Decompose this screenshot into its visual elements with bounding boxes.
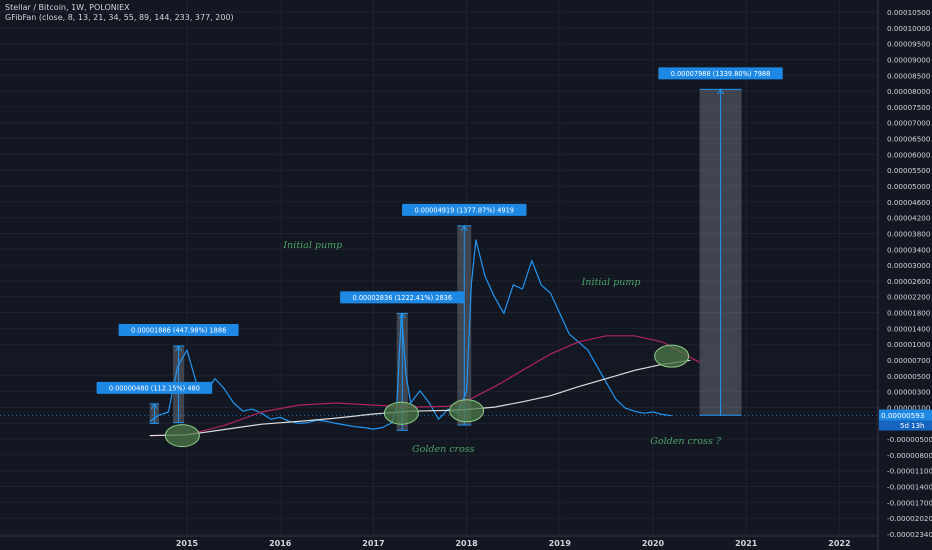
y-tick-label: 0.00003000 xyxy=(887,261,931,270)
y-tick-label: 0.00005000 xyxy=(887,182,931,191)
x-tick-label: 2019 xyxy=(549,539,572,548)
y-tick-label: 0.00001000 xyxy=(887,340,931,349)
annotation-text: Initial pump xyxy=(581,277,641,288)
y-tick-label: -0.00000800 xyxy=(887,451,932,460)
y-tick-label: 0.00001400 xyxy=(887,324,931,333)
y-tick-label: 0.00002200 xyxy=(887,293,931,302)
measure-arrowhead xyxy=(398,312,406,319)
y-tick-label: 0.00000700 xyxy=(887,356,931,365)
annotation-text: Golden cross ? xyxy=(650,436,722,447)
x-tick-label: 2017 xyxy=(362,539,384,548)
measure-label-bg xyxy=(96,381,213,394)
y-tick-label: -0.00001700 xyxy=(887,498,932,507)
y-tick-label: 0.00000300 xyxy=(887,388,931,397)
x-tick-label: 2020 xyxy=(642,539,665,548)
measure-arrowhead xyxy=(150,402,158,410)
annotations: Initial pump Initial pump Golden cross Gold… xyxy=(282,240,721,455)
cross-circles xyxy=(164,344,690,448)
measure-label-bg xyxy=(340,291,465,304)
y-tick-label: 0.00003800 xyxy=(887,229,931,238)
y-tick-label: 0.00010500 xyxy=(887,8,931,17)
measure-label: 0.00000480 (112.15%) 480 xyxy=(109,385,200,393)
current-price-tag xyxy=(879,409,932,421)
measure-label: 0.00004919 (1377.87%) 4919 xyxy=(415,207,515,215)
measure-labels: 0.00000480 (112.15%) 480 0.00001886 (447.… xyxy=(96,67,783,394)
measure-label-bg xyxy=(118,324,239,337)
y-tick-label: 0.00004200 xyxy=(887,214,931,223)
countdown-label: 5d 13h xyxy=(900,422,924,430)
x-tick-label: 2016 xyxy=(269,539,292,548)
x-tick-label: 2022 xyxy=(828,539,850,548)
y-tick-label: 0.00007500 xyxy=(887,103,931,112)
y-tick-label: 0.00000500 xyxy=(887,372,931,381)
measure-arrowhead xyxy=(175,345,183,352)
y-tick-label: 0.00004600 xyxy=(887,198,931,207)
y-tick-label: 0.00009000 xyxy=(887,55,931,64)
golden-cross-circle[interactable] xyxy=(383,401,419,425)
y-tick-label: 0.00005500 xyxy=(887,166,931,175)
golden-cross-circle[interactable] xyxy=(449,399,485,423)
golden-cross-circle[interactable] xyxy=(654,344,690,368)
countdown-tag xyxy=(879,420,932,431)
measure-arrowhead xyxy=(717,88,724,95)
measure-label-bg xyxy=(658,67,783,80)
y-tick-label: -0.00002020 xyxy=(887,514,932,523)
annotation-text: Golden cross xyxy=(412,444,475,455)
measure-arrowhead xyxy=(460,224,468,232)
y-tick-label: -0.00002340 xyxy=(887,530,932,539)
y-tick-label: -0.00000500 xyxy=(887,435,932,444)
measure-label: 0.00002836 (1222.41%) 2836 xyxy=(353,294,453,302)
x-tick-label: 2015 xyxy=(176,539,199,548)
y-tick-label: 0.00002600 xyxy=(887,277,931,286)
y-tick-label: -0.00001400 xyxy=(887,483,932,492)
y-tick-label: 0.00010000 xyxy=(887,24,931,33)
measure-label: 0.00007988 (1339.80%) 7988 xyxy=(671,70,771,78)
x-tick-label: 2021 xyxy=(735,539,758,548)
y-tick-label: 0.00006500 xyxy=(887,135,931,144)
y-tick-label: 0.00007000 xyxy=(887,119,931,128)
indicator-legend: GFibFan (close, 8, 13, 21, 34, 55, 89, 1… xyxy=(5,13,234,22)
annotation-text: Initial pump xyxy=(282,240,342,251)
y-tick-label: 0.00001800 xyxy=(887,309,931,318)
current-price-label: 0.00000593 xyxy=(881,411,924,420)
chart-title: Stellar / Bitcoin, 1W, POLONIEX xyxy=(5,3,130,12)
y-tick-label: 0.00008500 xyxy=(887,71,931,80)
golden-cross-circle[interactable] xyxy=(164,424,200,448)
x-tick-label: 2018 xyxy=(455,539,478,548)
y-tick-label: 0.00000100 xyxy=(887,403,931,412)
y-tick-label: 0.00009500 xyxy=(887,40,931,49)
y-tick-label: 0.00003400 xyxy=(887,245,931,254)
measure-label: 0.00001886 (447.98%) 1886 xyxy=(131,327,226,335)
y-tick-label: 0.00006000 xyxy=(887,150,931,159)
measure-label-bg xyxy=(402,203,527,216)
y-tick-label: 0.00008000 xyxy=(887,87,931,96)
y-tick-label: -0.00001100 xyxy=(887,467,932,476)
